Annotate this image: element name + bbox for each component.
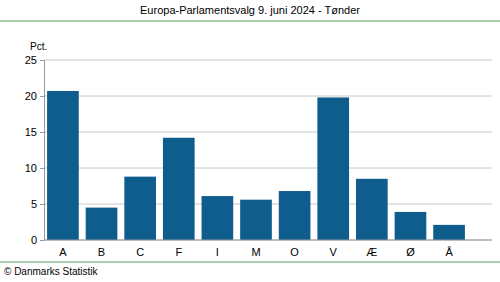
bar <box>433 225 465 240</box>
bar <box>86 208 118 240</box>
x-tick-label: A <box>59 246 67 258</box>
title: Europa-Parlamentsvalg 9. juni 2024 - Tøn… <box>140 4 360 16</box>
grid <box>44 60 492 240</box>
y-tick: 0 <box>31 234 44 246</box>
x-tick: M <box>251 240 260 258</box>
x-tick: A <box>59 240 67 258</box>
x-tick: B <box>98 240 105 258</box>
y-axis-title: Pct. <box>30 41 47 52</box>
bar <box>47 91 79 240</box>
x-tick: I <box>216 240 219 258</box>
x-axis: ABCFIMOVÆØÅ <box>44 240 492 258</box>
bar <box>279 191 311 240</box>
x-tick: C <box>136 240 144 258</box>
y-axis: 0 5 10 15 20 25 <box>25 54 45 246</box>
y-tick-label: 25 <box>25 54 37 66</box>
y-tick-label: 20 <box>25 90 37 102</box>
bar <box>124 177 156 240</box>
x-tick: V <box>330 240 338 258</box>
y-tick-label: 15 <box>25 126 37 138</box>
grid-line <box>44 240 492 241</box>
y-tick-mark <box>40 60 44 61</box>
grid-line <box>44 132 492 133</box>
y-tick: 5 <box>31 198 44 210</box>
x-tick-label: V <box>330 246 338 258</box>
y-tick-mark <box>40 240 44 241</box>
y-axis-line <box>40 61 45 241</box>
x-tick-label: B <box>98 246 105 258</box>
y-tick: 10 <box>25 162 44 174</box>
x-tick: O <box>290 240 299 258</box>
bar <box>163 138 195 240</box>
x-tick-label: Æ <box>366 246 377 258</box>
y-tick: 20 <box>25 90 44 102</box>
y-tick-label: 5 <box>31 198 37 210</box>
y-tick-mark <box>40 132 44 133</box>
y-tick-mark <box>40 96 44 97</box>
x-axis-line <box>44 240 492 241</box>
x-tick-label: Å <box>445 246 453 258</box>
x-tick: Æ <box>366 240 377 258</box>
footer-rule <box>0 262 500 263</box>
x-tick-label: Ø <box>406 246 415 258</box>
y-tick: 15 <box>25 126 44 138</box>
grid-line <box>44 60 492 61</box>
y-tick-mark <box>40 204 44 205</box>
x-tick-label: O <box>290 246 299 258</box>
y-tick-mark <box>40 168 44 169</box>
y-tick-label: 10 <box>25 162 37 174</box>
bar <box>240 200 272 240</box>
x-tick-label: M <box>251 246 260 258</box>
bars <box>47 91 465 240</box>
y-tick-label: 0 <box>31 234 37 246</box>
x-tick: Ø <box>406 240 415 258</box>
y-tick: 25 <box>25 54 44 66</box>
x-tick-label: C <box>136 246 144 258</box>
x-tick: F <box>175 240 182 258</box>
bar <box>395 212 427 240</box>
x-tick-label: I <box>216 246 219 258</box>
header-rule <box>0 21 500 22</box>
x-tick-label: F <box>175 246 182 258</box>
bar <box>317 97 349 240</box>
grid-line <box>44 168 492 169</box>
bar <box>202 196 234 240</box>
x-tick: Å <box>445 240 453 258</box>
bar <box>356 179 388 240</box>
grid-line <box>44 96 492 97</box>
source: © Danmarks Statistik <box>4 266 99 277</box>
